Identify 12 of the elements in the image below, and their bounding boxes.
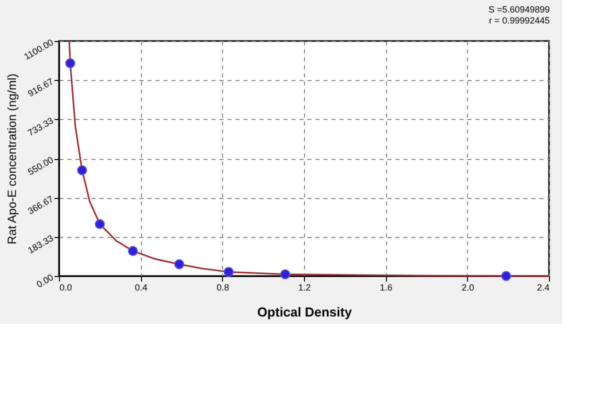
x-tick-label: 2.0 [462,282,474,292]
x-tick-label: 1.6 [380,282,392,292]
y-tick-label: 0.00 [34,272,55,290]
x-tick-label: 0.4 [134,282,148,292]
x-axis-title: Optical Density [257,304,353,320]
x-tick-label: 0.8 [216,282,230,292]
x-tick-label: 1.2 [298,282,311,292]
text: r = 0.99992445 [488,16,550,26]
x-tick-label: 2.4 [536,282,550,292]
x-tick-label: 0.0 [60,282,72,292]
y-axis-title: Rat Apo-E concentration (ng/ml) [4,74,19,244]
text: S =5.60949899 [488,4,550,15]
